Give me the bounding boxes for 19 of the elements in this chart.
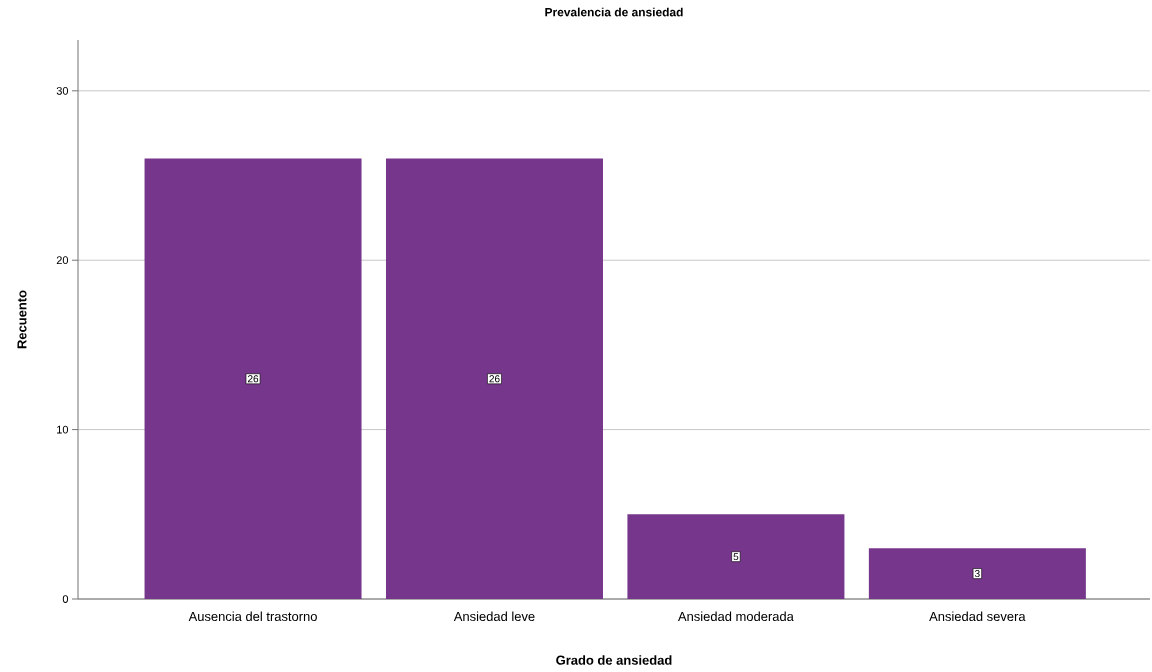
chart-title: Prevalencia de ansiedad xyxy=(545,7,683,17)
bar xyxy=(868,548,1086,599)
y-tick-label: 20 xyxy=(56,256,69,265)
x-tick-label: Ausencia del trastorno xyxy=(188,611,317,622)
data-label: 26 xyxy=(489,375,500,383)
x-tick-label: Ansiedad severa xyxy=(929,611,1026,622)
bar xyxy=(627,514,845,599)
bar xyxy=(144,158,362,599)
y-tick-label: 0 xyxy=(62,595,69,603)
y-axis-title: Recuento xyxy=(17,290,27,349)
data-label: 26 xyxy=(248,375,259,383)
y-tick-label: 30 xyxy=(56,86,69,95)
data-label: 3 xyxy=(974,570,980,578)
bar xyxy=(385,158,603,599)
x-axis-title: Grado de ansiedad xyxy=(556,655,672,665)
data-label: 5 xyxy=(733,553,739,561)
x-tick-label: Ansiedad moderada xyxy=(677,611,794,622)
x-tick-label: Ansiedad leve xyxy=(453,611,535,622)
y-tick-label: 10 xyxy=(57,425,69,434)
